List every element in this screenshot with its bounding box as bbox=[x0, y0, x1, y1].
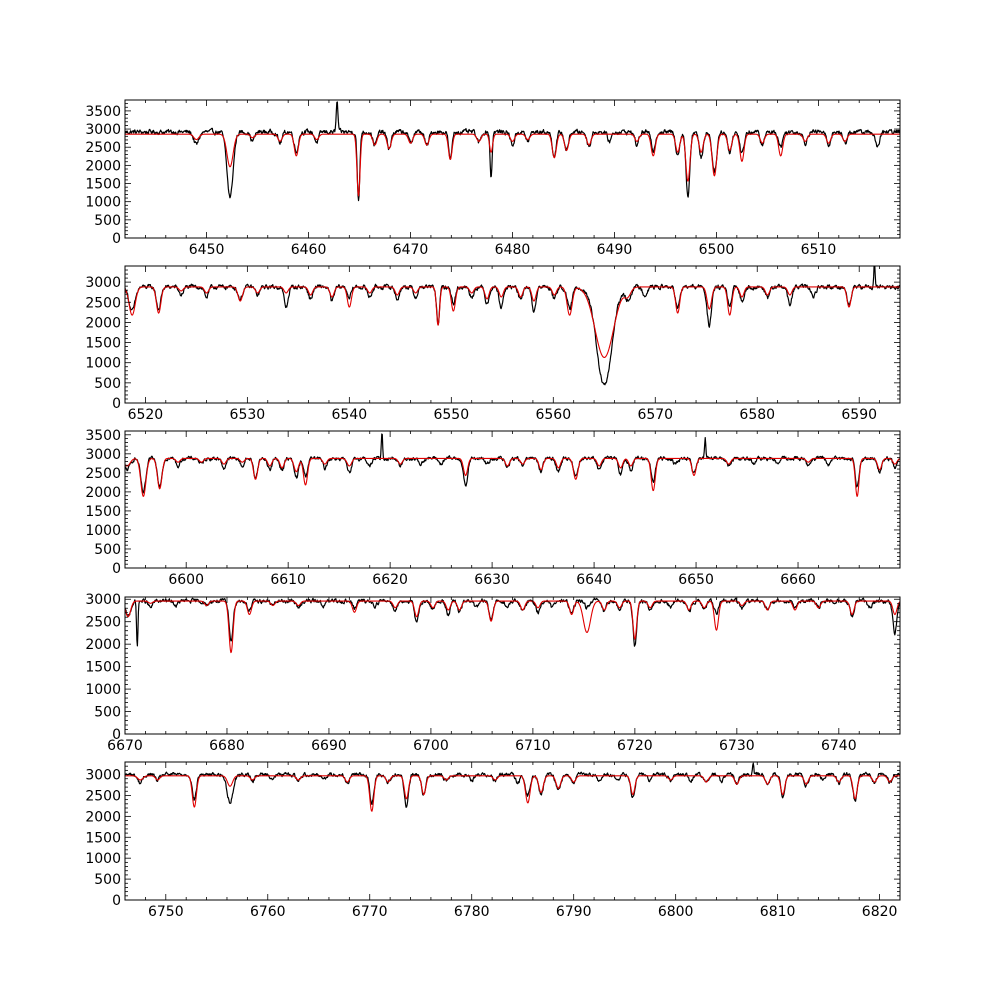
x-tick-label: 6450 bbox=[189, 242, 225, 258]
y-tick-label: 1000 bbox=[85, 195, 121, 211]
x-tick-label: 6780 bbox=[454, 904, 490, 920]
x-tick-label: 6710 bbox=[515, 738, 551, 754]
y-tick-label: 2500 bbox=[85, 295, 121, 311]
x-tick-label: 6480 bbox=[495, 242, 531, 258]
y-tick-label: 3000 bbox=[85, 592, 121, 608]
y-tick-label: 1000 bbox=[85, 523, 121, 539]
x-tick-label: 6770 bbox=[352, 904, 388, 920]
y-tick-label: 1500 bbox=[85, 504, 121, 520]
y-tick-label: 1000 bbox=[85, 851, 121, 867]
x-tick-label: 6610 bbox=[270, 572, 306, 588]
x-tick-label: 6810 bbox=[760, 904, 796, 920]
y-tick-label: 1500 bbox=[85, 177, 121, 193]
y-tick-label: 1500 bbox=[85, 660, 121, 676]
y-tick-label: 2000 bbox=[85, 315, 121, 331]
series-observed-line bbox=[125, 762, 900, 808]
series-model-line bbox=[125, 133, 900, 197]
x-tick-label: 6550 bbox=[433, 407, 469, 423]
x-tick-label: 6790 bbox=[556, 904, 592, 920]
x-tick-label: 6800 bbox=[658, 904, 694, 920]
x-tick-label: 6520 bbox=[128, 407, 164, 423]
series-observed-line bbox=[125, 597, 900, 647]
y-tick-label: 2000 bbox=[85, 158, 121, 174]
y-tick-label: 2000 bbox=[85, 809, 121, 825]
x-tick-label: 6740 bbox=[821, 738, 857, 754]
x-tick-label: 6760 bbox=[250, 904, 286, 920]
x-tick-label: 6490 bbox=[597, 242, 633, 258]
series-model-line bbox=[125, 457, 900, 497]
y-tick-label: 2000 bbox=[85, 485, 121, 501]
y-tick-label: 0 bbox=[112, 561, 121, 577]
y-tick-label: 1500 bbox=[85, 336, 121, 352]
x-tick-label: 6580 bbox=[739, 407, 775, 423]
x-tick-label: 6590 bbox=[841, 407, 877, 423]
y-tick-label: 500 bbox=[94, 705, 121, 721]
y-tick-label: 0 bbox=[112, 231, 121, 247]
x-tick-label: 6630 bbox=[474, 572, 510, 588]
x-tick-label: 6510 bbox=[801, 242, 837, 258]
y-tick-label: 1000 bbox=[85, 356, 121, 372]
y-tick-label: 3000 bbox=[85, 768, 121, 784]
y-tick-label: 500 bbox=[94, 542, 121, 558]
y-tick-label: 1000 bbox=[85, 682, 121, 698]
y-tick-label: 1500 bbox=[85, 830, 121, 846]
spectrum-panel-2: 6520 6530 6540 6550 6560 6570 6580 6590 0 500 1000… bbox=[85, 265, 901, 423]
series-model-line bbox=[125, 775, 900, 812]
x-tick-label: 6680 bbox=[209, 738, 245, 754]
y-tick-label: 3000 bbox=[85, 275, 121, 291]
y-tick-label: 2500 bbox=[85, 788, 121, 804]
spectrum-panel-4: 6670 6680 6690 6700 6710 6720 6730 6740 0 500 1000… bbox=[85, 592, 901, 754]
spectrum-panel-5: 6750 6760 6770 6780 6790 6800 6810 6820 0 500 1000… bbox=[85, 761, 901, 920]
y-tick-label: 2500 bbox=[85, 466, 121, 482]
series-observed-line bbox=[125, 101, 900, 202]
x-tick-label: 6460 bbox=[291, 242, 327, 258]
x-tick-label: 6730 bbox=[719, 738, 755, 754]
series-observed-line bbox=[125, 433, 900, 494]
x-tick-label: 6540 bbox=[332, 407, 368, 423]
y-tick-label: 2500 bbox=[85, 140, 121, 156]
y-tick-label: 3000 bbox=[85, 447, 121, 463]
x-tick-label: 6530 bbox=[230, 407, 266, 423]
x-tick-label: 6700 bbox=[413, 738, 449, 754]
x-tick-label: 6660 bbox=[780, 572, 816, 588]
x-tick-label: 6600 bbox=[168, 572, 204, 588]
y-tick-label: 2500 bbox=[85, 615, 121, 631]
plot-frame bbox=[124, 99, 901, 239]
x-tick-label: 6750 bbox=[148, 904, 184, 920]
plot-frame bbox=[124, 596, 901, 735]
x-tick-label: 6650 bbox=[678, 572, 714, 588]
plot-frame bbox=[124, 430, 901, 569]
x-tick-label: 6670 bbox=[107, 738, 143, 754]
y-tick-label: 500 bbox=[94, 376, 121, 392]
x-tick-label: 6820 bbox=[862, 904, 898, 920]
x-tick-label: 6620 bbox=[372, 572, 408, 588]
series-model-line bbox=[125, 600, 900, 654]
y-tick-label: 500 bbox=[94, 213, 121, 229]
x-tick-label: 6560 bbox=[535, 407, 571, 423]
y-tick-label: 0 bbox=[112, 727, 121, 743]
y-tick-label: 3000 bbox=[85, 122, 121, 138]
y-tick-label: 3500 bbox=[85, 104, 121, 120]
x-tick-label: 6570 bbox=[637, 407, 673, 423]
y-tick-label: 500 bbox=[94, 872, 121, 888]
x-tick-label: 6500 bbox=[699, 242, 735, 258]
series-observed-line bbox=[125, 266, 900, 386]
y-tick-label: 2000 bbox=[85, 637, 121, 653]
y-tick-label: 3500 bbox=[85, 428, 121, 444]
spectrum-panel-1: 6450 6460 6470 6480 6490 6500 6510 0 500 1000 1500… bbox=[85, 99, 901, 258]
x-tick-label: 6640 bbox=[576, 572, 612, 588]
x-tick-label: 6690 bbox=[311, 738, 347, 754]
plot-frame bbox=[124, 761, 901, 901]
series-model-line bbox=[125, 286, 900, 358]
spectrum-panel-3: 6600 6610 6620 6630 6640 6650 6660 0 500 1000 1500… bbox=[85, 428, 901, 588]
y-tick-label: 0 bbox=[112, 396, 121, 412]
x-tick-label: 6720 bbox=[617, 738, 653, 754]
x-tick-label: 6470 bbox=[393, 242, 429, 258]
y-tick-label: 0 bbox=[112, 893, 121, 909]
